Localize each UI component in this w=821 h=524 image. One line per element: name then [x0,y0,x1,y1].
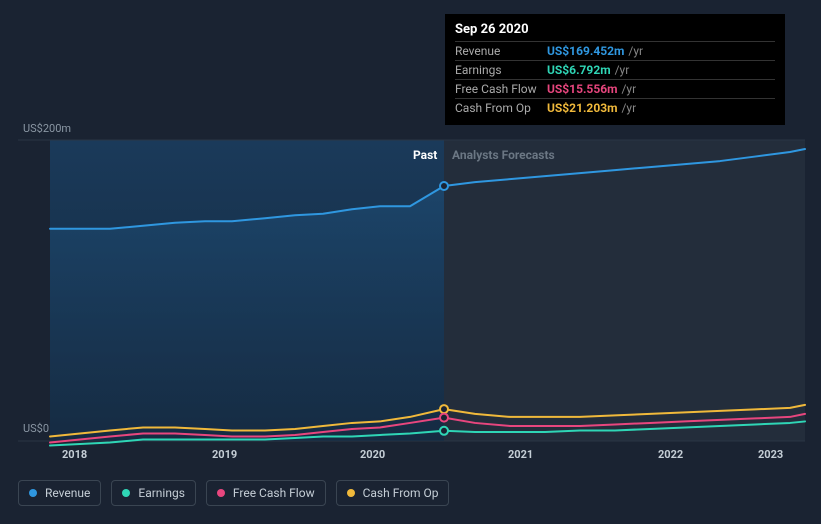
legend-label: Free Cash Flow [233,486,315,500]
tooltip-unit: /yr [628,44,643,58]
x-tick-2021: 2021 [508,448,533,461]
y-axis-label-200: US$200m [23,122,71,135]
tooltip-date: Sep 26 2020 [455,22,775,37]
tooltip-row-cfo: Cash From Op US$21.203m /yr [455,98,775,117]
past-label: Past [413,148,437,162]
legend-dot-icon [217,489,225,497]
financials-chart: US$200m US$0 Past Analysts Forecasts 201… [0,0,821,524]
x-tick-2022: 2022 [658,448,683,461]
x-tick-2018: 2018 [62,448,87,461]
chart-tooltip: Sep 26 2020 Revenue US$169.452m /yr Earn… [445,14,785,125]
legend-dot-icon [347,489,355,497]
tooltip-unit: /yr [615,63,630,77]
tooltip-unit: /yr [621,82,636,96]
x-tick-2023: 2023 [758,448,783,461]
tooltip-value: US$6.792m [547,63,611,77]
forecast-label: Analysts Forecasts [452,148,555,162]
legend-item-cfo[interactable]: Cash From Op [336,480,450,506]
legend-item-revenue[interactable]: Revenue [18,480,101,506]
y-axis-label-0: US$0 [23,422,49,435]
legend-item-earnings[interactable]: Earnings [111,480,196,506]
tooltip-label: Cash From Op [455,101,547,115]
tooltip-label: Free Cash Flow [455,82,547,96]
tooltip-row-fcf: Free Cash Flow US$15.556m /yr [455,79,775,98]
legend-label: Earnings [138,486,185,500]
x-tick-2020: 2020 [360,448,385,461]
tooltip-row-earnings: Earnings US$6.792m /yr [455,60,775,79]
legend-item-fcf[interactable]: Free Cash Flow [206,480,326,506]
tooltip-unit: /yr [621,101,636,115]
tooltip-label: Revenue [455,44,547,58]
tooltip-value: US$21.203m [547,101,617,115]
legend-label: Revenue [45,486,90,500]
tooltip-row-revenue: Revenue US$169.452m /yr [455,41,775,60]
x-tick-2019: 2019 [212,448,237,461]
legend-label: Cash From Op [363,486,439,500]
tooltip-value: US$15.556m [547,82,617,96]
tooltip-label: Earnings [455,63,547,77]
tooltip-value: US$169.452m [547,44,624,58]
legend: Revenue Earnings Free Cash Flow Cash Fro… [18,480,449,506]
legend-dot-icon [29,489,37,497]
legend-dot-icon [122,489,130,497]
